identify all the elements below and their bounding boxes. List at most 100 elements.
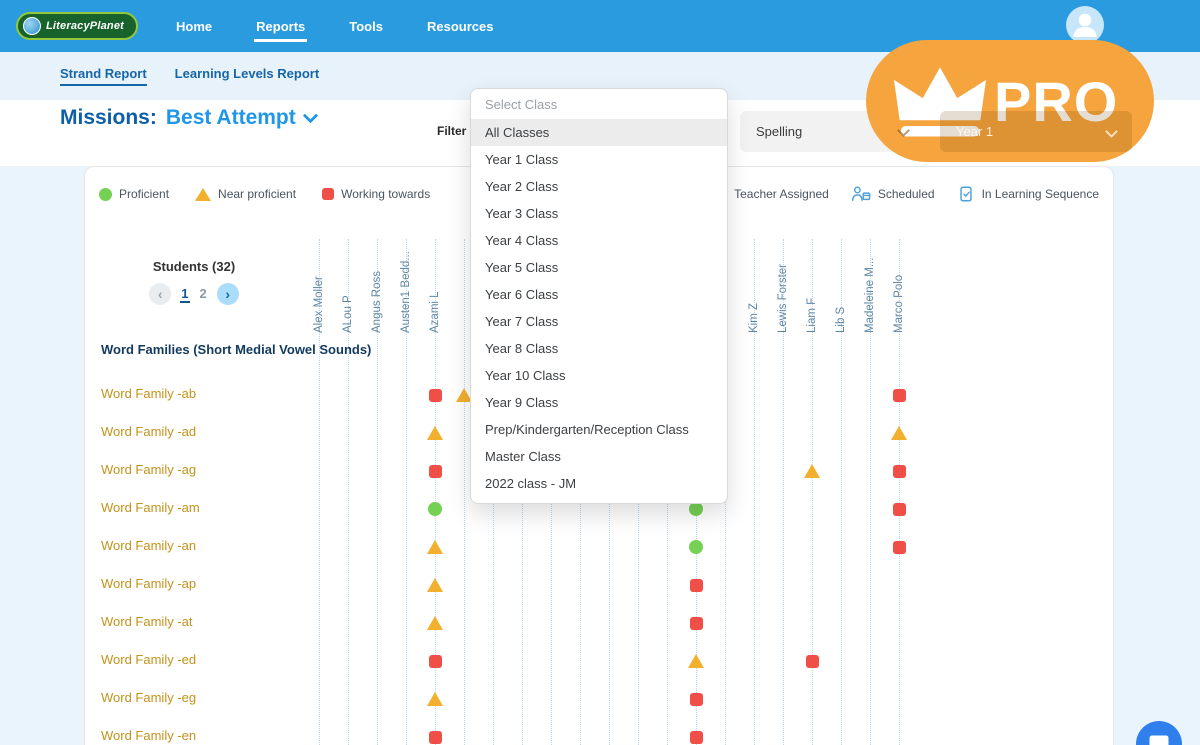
- nav-item-reports[interactable]: Reports: [254, 11, 308, 42]
- class-option[interactable]: Year 5 Class: [485, 260, 559, 275]
- chevron-down-icon: [1105, 125, 1118, 138]
- learning-sequence-label: In Learning Sequence: [981, 187, 1099, 201]
- chat-icon: [1149, 735, 1169, 745]
- class-option[interactable]: Year 6 Class: [485, 287, 559, 302]
- logo-text: LiteracyPlanet: [46, 20, 125, 32]
- square-marker-icon: [322, 188, 335, 200]
- class-option[interactable]: Master Class: [485, 449, 561, 464]
- marker-working-towards: [893, 541, 906, 554]
- row-label[interactable]: Word Family -eg: [101, 690, 197, 705]
- marker-working-towards: [690, 579, 703, 592]
- row-label[interactable]: Word Family -en: [101, 728, 197, 743]
- pro-label: PRO: [994, 69, 1119, 133]
- grid-line: [754, 239, 755, 745]
- row-label[interactable]: Word Family -ab: [101, 386, 197, 401]
- class-option[interactable]: Year 2 Class: [485, 179, 559, 194]
- column-header: Marco Polo: [893, 274, 905, 333]
- column-header: Lewis Forster: [777, 263, 789, 333]
- row-label[interactable]: Word Family -am: [101, 500, 200, 515]
- class-option[interactable]: Year 4 Class: [485, 233, 559, 248]
- column-header: Lib S: [835, 306, 847, 333]
- grid-line: [319, 239, 320, 745]
- user-avatar-button[interactable]: [1066, 6, 1104, 44]
- marker-proficient: [689, 540, 703, 554]
- marker-near-proficient: [427, 540, 443, 554]
- class-dropdown-placeholder: Select Class: [485, 96, 558, 112]
- grid-line: [435, 239, 436, 745]
- title-prefix: Missions:: [60, 106, 157, 129]
- prev-page-button[interactable]: ‹: [149, 283, 172, 305]
- column-header: Liam F: [806, 297, 818, 333]
- results-grid: Alex Moller ALou P Angus Ross Austen1 Bedd.…: [85, 167, 1113, 745]
- chevron-down-icon: [302, 107, 319, 123]
- legend-label: Working towards: [341, 187, 431, 201]
- class-option[interactable]: Year 8 Class: [485, 341, 559, 356]
- class-option[interactable]: All Classes: [471, 119, 727, 146]
- year-dropdown[interactable]: Year 1: [940, 111, 1132, 152]
- crown-icon: [893, 67, 987, 137]
- marker-near-proficient: [804, 464, 820, 478]
- teacher-assigned-label: Teacher Assigned: [734, 187, 829, 201]
- grid-line: [377, 239, 378, 745]
- marker-near-proficient: [891, 426, 907, 440]
- row-label[interactable]: Word Family -ed: [101, 652, 197, 667]
- marker-working-towards: [893, 503, 906, 516]
- section-title: Word Families (Short Medial Vowel Sounds…: [101, 342, 372, 357]
- row-label[interactable]: Word Family -ad: [101, 424, 197, 439]
- nav-item-home[interactable]: Home: [176, 18, 213, 34]
- marker-working-towards: [893, 465, 906, 478]
- class-option[interactable]: Year 3 Class: [485, 206, 559, 221]
- column-header: Austen1 Bedd...: [400, 251, 412, 333]
- subnav-item-strand-report[interactable]: Strand Report: [60, 66, 147, 86]
- nav-item-tools[interactable]: Tools: [349, 18, 383, 34]
- report-type-selector[interactable]: Best Attempt: [166, 106, 319, 130]
- scheduled-legend: Scheduled: [851, 185, 935, 203]
- user-avatar-icon: [1073, 13, 1097, 37]
- class-option[interactable]: Year 7 Class: [485, 314, 559, 329]
- marker-near-proficient: [456, 388, 472, 402]
- next-page-button[interactable]: ›: [216, 283, 239, 305]
- row-label[interactable]: Word Family -ap: [101, 576, 197, 591]
- page-1[interactable]: 1: [180, 285, 190, 303]
- marker-working-towards: [429, 465, 442, 478]
- column-header: Madeleine M...: [864, 257, 876, 333]
- marker-near-proficient: [427, 616, 443, 630]
- class-option[interactable]: Year 10 Class: [485, 368, 566, 383]
- row-label[interactable]: Word Family -ag: [101, 462, 197, 477]
- legend-label: Proficient: [119, 187, 170, 201]
- marker-near-proficient: [427, 578, 443, 592]
- pro-badge: PRO: [866, 40, 1154, 162]
- marker-working-towards: [429, 655, 442, 668]
- triangle-marker-icon: [195, 187, 212, 201]
- row-label[interactable]: Word Family -an: [101, 538, 197, 553]
- column-header: Kim Z: [748, 302, 760, 333]
- legend-item: Near proficient: [195, 187, 296, 201]
- marker-working-towards: [690, 693, 703, 706]
- nav-item-resources[interactable]: Resources: [426, 18, 494, 34]
- legend-label: Near proficient: [218, 187, 297, 201]
- next-arrow-icon: ›: [225, 286, 231, 302]
- row-label[interactable]: Word Family -at: [101, 614, 193, 629]
- column-header: Alex Moller: [313, 276, 325, 333]
- marker-near-proficient: [427, 692, 443, 706]
- page-2[interactable]: 2: [199, 285, 207, 301]
- marker-working-towards: [429, 389, 442, 402]
- class-option[interactable]: Year 9 Class: [485, 395, 559, 410]
- marker-proficient: [428, 502, 442, 516]
- prev-arrow-icon: ‹: [157, 286, 163, 302]
- class-option[interactable]: Prep/Kindergarten/Reception Class: [485, 422, 689, 437]
- class-option[interactable]: 2022 class - JM: [485, 476, 577, 491]
- page-title: Missions: Best Attempt: [60, 106, 319, 130]
- literacyplanet-logo[interactable]: LiteracyPlanet: [16, 12, 139, 40]
- class-dropdown-menu: Select Class All Classes Year 1 Class Year…: [470, 88, 728, 504]
- class-option[interactable]: Year 1 Class: [485, 152, 559, 167]
- marker-near-proficient: [688, 654, 704, 668]
- subnav-item-learning-levels-report[interactable]: Learning Levels Report: [174, 66, 320, 81]
- grid-line: [812, 239, 813, 745]
- grid-line: [870, 239, 871, 745]
- grid-line: [899, 239, 900, 745]
- legend-item: Working towards: [322, 187, 430, 201]
